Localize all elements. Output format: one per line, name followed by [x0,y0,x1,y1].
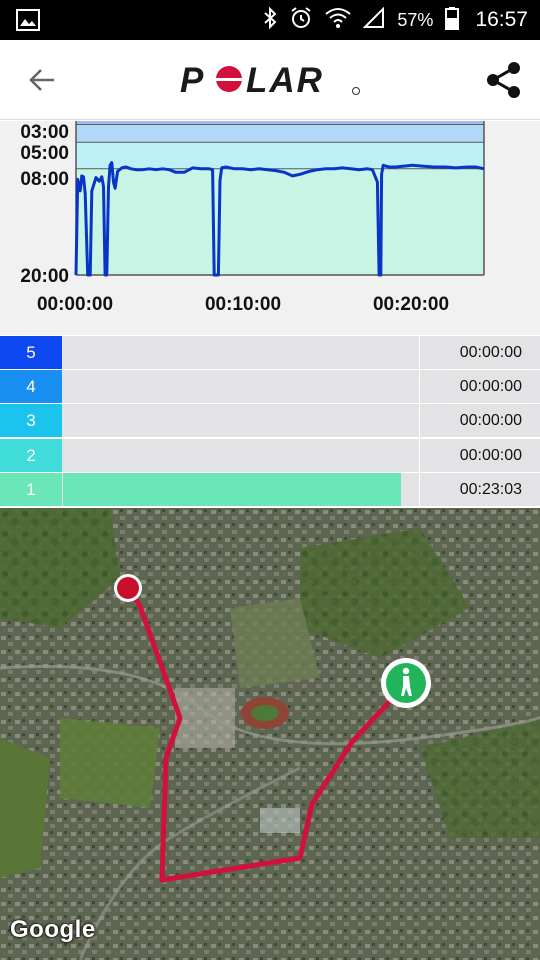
google-logo: Google [10,916,96,943]
zone-bar-fill [63,473,402,506]
end-marker[interactable] [381,658,431,708]
app-bar: P LAR [0,40,540,120]
walking-person-icon [401,667,412,696]
wifi-icon [325,7,352,34]
zone-time: 00:00:00 [419,439,540,472]
chart-zone-band [76,168,484,275]
y-tick-label: 03:00 [20,122,69,143]
bluetooth-icon [263,6,277,35]
y-tick-label: 05:00 [20,143,69,164]
back-button[interactable] [20,62,64,98]
arrow-left-icon [29,69,54,91]
zone-bar-track [63,370,418,403]
x-tick-label: 00:00:00 [37,294,113,315]
route-map[interactable]: Google [0,508,540,960]
signal-icon [362,6,385,34]
zone-time: 00:23:03 [419,473,540,506]
zone-bar-track [63,336,418,369]
status-bar: 57% 16:57 [0,0,540,40]
zone-bar-track [63,439,418,472]
zone-time: 00:00:00 [419,370,540,403]
zone-list: 5 00:00:00 4 00:00:00 3 00:00:00 2 00:00:00 1 00:… [0,336,540,508]
share-icon [487,62,520,98]
zone-bar-track [63,404,418,437]
zone-row-5: 5 00:00:00 [0,336,540,369]
svg-text:P: P [180,62,205,98]
zone-row-3: 3 00:00:00 [0,404,540,437]
zone-row-4: 4 00:00:00 [0,370,540,403]
zone-bar-track [63,473,418,506]
route-line [125,585,405,883]
pace-series-line [74,161,485,277]
zone-label: 2 [0,439,62,472]
share-button[interactable] [482,58,526,102]
zone-label: 1 [0,473,62,506]
polar-logo: P LAR [180,61,362,100]
battery-icon [445,6,460,35]
zone-label: 4 [0,370,62,403]
status-time: 16:57 [475,8,528,31]
alarm-icon [289,6,313,35]
zone-row-2: 2 00:00:00 [0,439,540,472]
y-tick-label: 20:00 [20,266,69,287]
chart-zone-band [76,121,484,125]
start-marker[interactable] [114,574,142,602]
chart-zone-band [76,124,484,143]
battery-percent: 57% [397,9,434,30]
y-tick-label: 08:00 [20,169,69,190]
map-svg [0,508,540,960]
image-icon [16,9,40,31]
zone-time: 00:00:00 [419,336,540,369]
x-tick-label: 00:20:00 [373,294,449,315]
svg-text:LAR: LAR [246,62,324,98]
zone-time: 00:00:00 [419,404,540,437]
zone-label: 3 [0,404,62,437]
zone-row-1: 1 00:23:03 [0,473,540,506]
zone-label: 5 [0,336,62,369]
pace-chart: 03:00 05:00 08:00 20:00 00:00:00 00:10:00 00:2… [0,121,540,335]
x-tick-label: 00:10:00 [205,294,281,315]
